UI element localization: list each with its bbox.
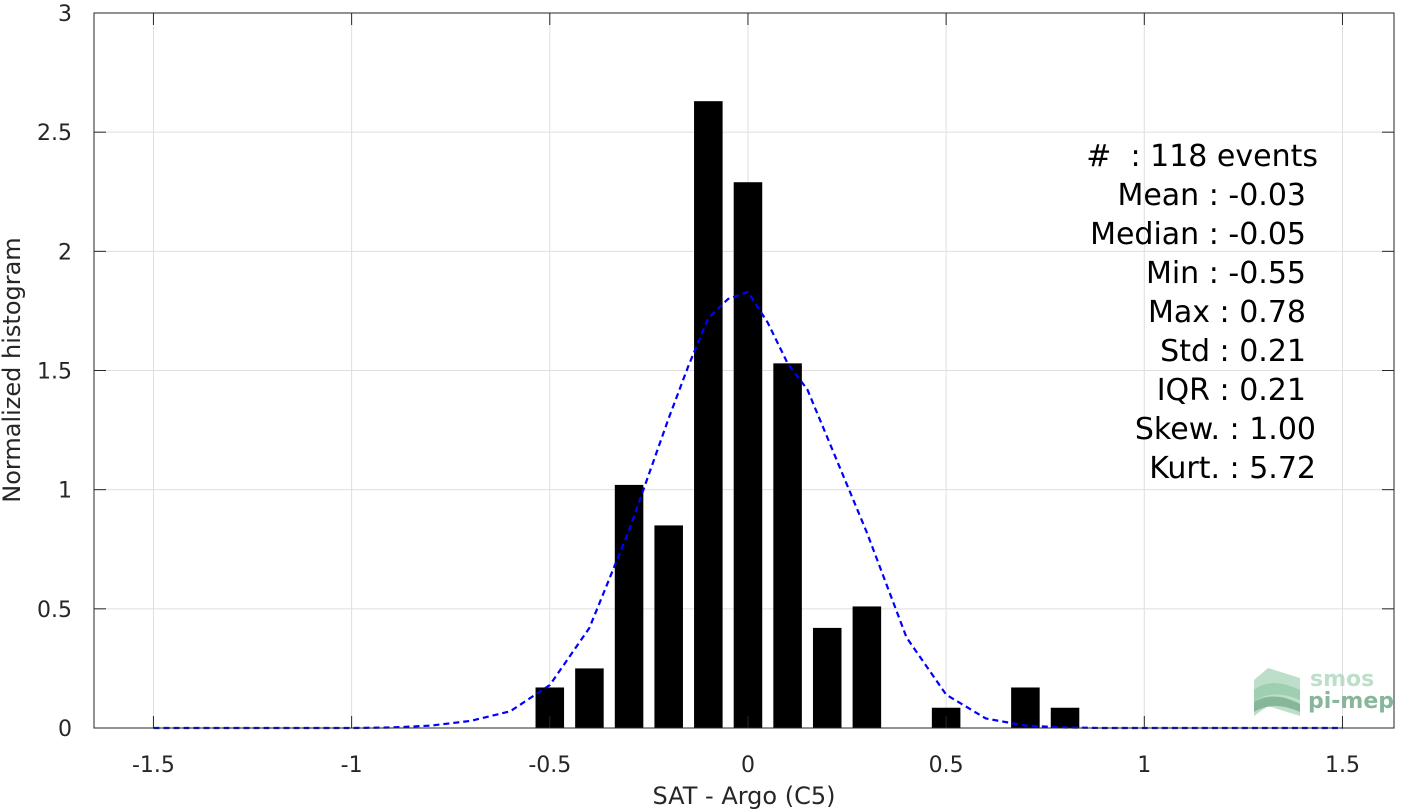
x-tick-label: -0.5	[528, 753, 571, 778]
x-tick-label: -1.5	[132, 753, 175, 778]
stat-events: # : 118 events	[1086, 139, 1318, 174]
stat-kurt: Kurt. : 5.72	[1149, 451, 1316, 486]
x-tick-label: 1.5	[1325, 753, 1360, 778]
histogram-bar	[852, 606, 882, 728]
y-tick-label: 1	[58, 479, 72, 504]
y-tick-label: 2.5	[37, 121, 72, 146]
x-tick-label: 0.5	[929, 753, 964, 778]
axis-ticks	[94, 12, 1394, 729]
x-tick-labels: -1.5 -1 -0.5 0 0.5 1 1.5	[132, 753, 1360, 778]
stats-annotation: # : 118 events Mean : -0.03 Median : -0.…	[1086, 139, 1318, 486]
histogram-bar	[614, 484, 644, 728]
histogram-bar	[812, 627, 842, 728]
histogram-bar	[694, 101, 723, 728]
y-tick-label: 0.5	[37, 598, 72, 623]
y-tick-labels: 0 0.5 1 1.5 2 2.5 3	[37, 2, 72, 742]
histogram-bar	[575, 668, 604, 728]
x-tick-label: -1	[341, 753, 363, 778]
stat-std: Std : 0.21	[1160, 334, 1306, 369]
y-tick-label: 1.5	[37, 360, 72, 385]
y-axis-label: Normalized histogram	[0, 237, 26, 502]
x-tick-label: 0	[741, 753, 755, 778]
stat-min: Min : -0.55	[1146, 256, 1306, 291]
stat-skew: Skew. : 1.00	[1135, 412, 1316, 447]
histogram-bars	[535, 101, 1080, 728]
gaussian-fit-line	[153, 290, 1343, 730]
y-tick-label: 3	[58, 2, 72, 27]
gaussian-fit-curve	[153, 290, 1343, 730]
logo-line1: smos	[1310, 667, 1374, 692]
histogram-bar	[773, 363, 802, 728]
smos-pi-mep-logo: smos pi-mep	[1254, 667, 1394, 716]
stat-iqr: IQR : 0.21	[1157, 373, 1306, 408]
histogram-bar	[654, 525, 683, 728]
histogram-bar	[1011, 687, 1040, 728]
x-axis-label: SAT - Argo (C5)	[653, 782, 836, 810]
x-tick-label: 1	[1137, 753, 1151, 778]
logo-line2: pi-mep	[1308, 689, 1394, 714]
stat-median: Median : -0.05	[1090, 217, 1306, 252]
stat-mean: Mean : -0.03	[1117, 178, 1306, 213]
histogram-bar	[733, 182, 763, 728]
logo-wave-icon	[1254, 668, 1300, 716]
stat-max: Max : 0.78	[1148, 295, 1306, 330]
y-tick-label: 0	[58, 717, 72, 742]
y-tick-label: 2	[58, 240, 72, 265]
histogram-bar	[1050, 707, 1080, 728]
